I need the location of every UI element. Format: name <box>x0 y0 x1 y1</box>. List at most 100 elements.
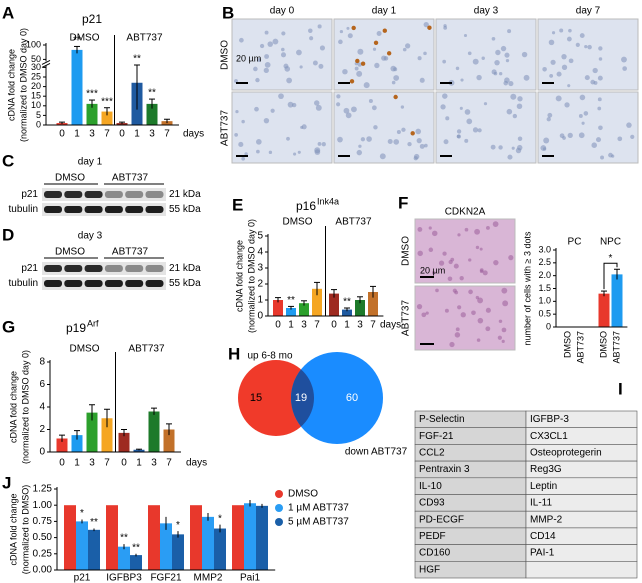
table-text: IGFBP-3 <box>530 414 569 425</box>
significance: ** <box>148 88 156 99</box>
nucleus <box>317 24 322 29</box>
y-tick-label: 5 <box>36 110 41 120</box>
nucleus <box>510 93 517 100</box>
band <box>84 191 103 198</box>
significance: * <box>80 508 84 519</box>
table-text: CD14 <box>530 531 556 542</box>
nucleus <box>286 77 292 84</box>
nucleus <box>498 319 503 324</box>
band <box>104 191 123 198</box>
nucleus <box>337 136 343 143</box>
band <box>125 280 144 287</box>
x-tick-label: 7 <box>104 458 110 469</box>
nucleus <box>550 59 556 65</box>
panel-letter: E <box>232 195 243 214</box>
band <box>44 280 62 287</box>
nucleus <box>318 63 324 69</box>
nucleus <box>383 56 389 61</box>
table-text: FGF-21 <box>419 431 454 442</box>
y-tick-label: 2 <box>257 279 263 290</box>
y-tick-label: 0 <box>36 119 41 129</box>
y-tick-label: 6 <box>39 379 45 390</box>
band-size: 55 kDa <box>169 204 201 215</box>
panel-letter: J <box>2 473 11 492</box>
nucleus <box>501 327 507 333</box>
nucleus <box>547 112 553 118</box>
nucleus <box>548 39 555 46</box>
stained-nucleus <box>386 51 392 56</box>
nucleus <box>494 59 500 66</box>
x-tick-label: 1 <box>288 320 294 331</box>
y-axis-label: cDNA fold change <box>234 240 244 312</box>
venn-count: 60 <box>346 392 358 404</box>
table-text: Osteoprotegerin <box>530 448 602 459</box>
x-tick-label: DMSO <box>598 331 608 358</box>
nucleus <box>549 74 554 78</box>
nucleus <box>443 139 449 145</box>
nucleus <box>502 300 509 307</box>
chart-title: p16 <box>296 199 316 213</box>
band <box>125 265 144 272</box>
nucleus <box>597 106 602 111</box>
nucleus <box>244 152 248 156</box>
significance: ** <box>90 517 98 528</box>
nucleus <box>474 228 480 235</box>
nucleus <box>300 125 304 129</box>
y-tick-label: 0.50 <box>33 532 53 543</box>
y-tick-label: 0 <box>546 321 551 331</box>
nucleus <box>234 133 238 137</box>
y-tick-label: 30 <box>31 62 41 72</box>
nucleus <box>479 247 483 251</box>
legend-label: 1 µM ABT737 <box>288 503 349 514</box>
nucleus <box>270 108 275 113</box>
nucleus <box>321 142 326 147</box>
table-text: CD93 <box>419 498 445 509</box>
x-tick-label: ABT737 <box>575 331 585 364</box>
nucleus <box>263 117 270 124</box>
panel-letter: I <box>618 379 623 398</box>
nucleus <box>372 47 377 51</box>
micrograph <box>435 18 537 91</box>
nucleus <box>472 58 479 65</box>
nucleus <box>508 81 514 87</box>
nucleus <box>442 251 447 256</box>
x-tick-label: 3 <box>151 458 157 469</box>
nucleus <box>435 288 439 293</box>
bar <box>329 293 339 316</box>
y-tick-label: 4 <box>39 402 45 413</box>
nucleus <box>600 155 605 160</box>
nucleus <box>360 137 366 142</box>
y-tick-label: 25 <box>31 71 41 81</box>
nucleus <box>456 134 462 139</box>
nucleus <box>317 142 322 146</box>
axis-break-mark <box>41 62 51 68</box>
column-label: day 7 <box>576 6 601 17</box>
band <box>64 280 83 287</box>
nucleus <box>424 143 428 148</box>
significance: *** <box>101 96 113 107</box>
nucleus <box>393 75 400 81</box>
band <box>64 265 83 272</box>
y-tick-label: 1.5 <box>538 283 551 293</box>
significance: ** <box>133 54 141 65</box>
nucleus <box>511 146 515 150</box>
row-label: ABT737 <box>401 299 412 336</box>
nucleus <box>566 36 572 42</box>
nucleus <box>241 119 245 124</box>
bar <box>342 309 352 316</box>
nucleus <box>579 94 586 101</box>
nucleus <box>281 47 285 52</box>
nucleus <box>357 48 364 55</box>
nucleus <box>264 54 270 59</box>
bar <box>355 300 365 316</box>
blot-title: day 1 <box>78 157 103 168</box>
x-tick-label: 0 <box>121 458 127 469</box>
x-tick-label: FGF21 <box>150 573 182 583</box>
group-label: DMSO <box>70 33 100 44</box>
bar <box>101 111 113 125</box>
panel-letter: B <box>222 3 234 22</box>
nucleus <box>440 104 446 110</box>
group-label: ABT737 <box>126 33 163 44</box>
y-tick-label: 4 <box>257 247 263 258</box>
stained-nucleus <box>351 25 356 31</box>
